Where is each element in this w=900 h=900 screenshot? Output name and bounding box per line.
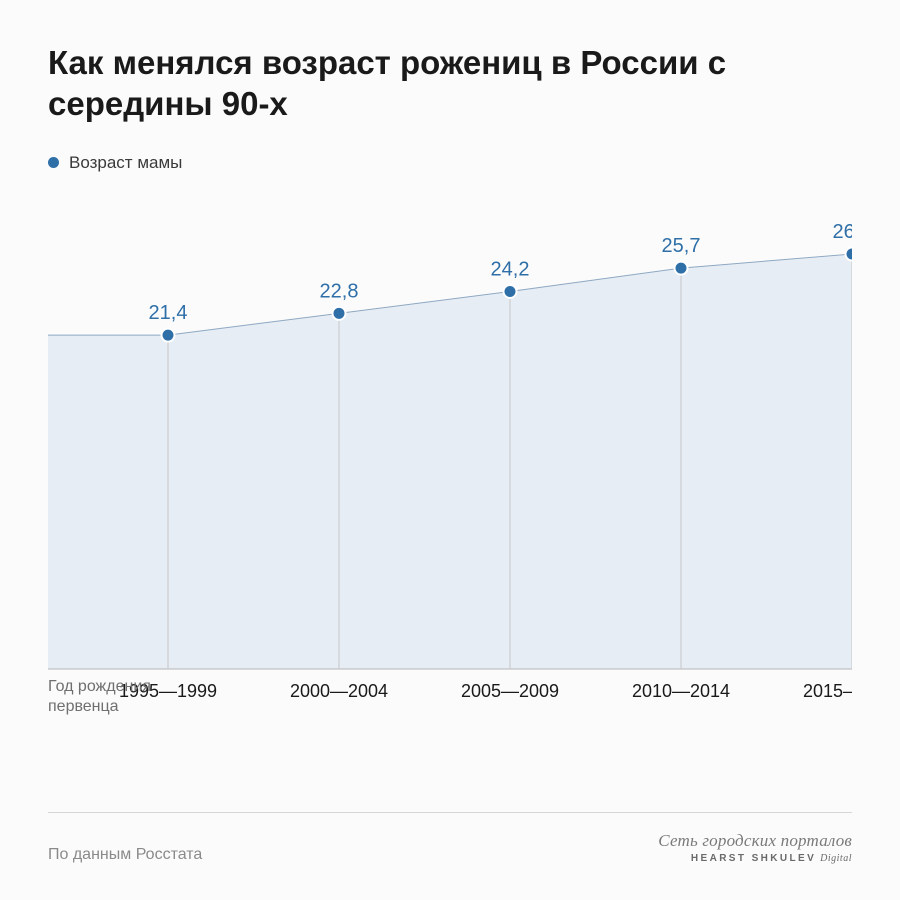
brand-bottom-line: HEARST SHKULEV Digital: [658, 853, 852, 864]
age-chart: 21,41995—199922,82000—200424,22005—20092…: [48, 191, 852, 736]
svg-text:2005—2009: 2005—2009: [461, 681, 559, 701]
chart-area: 21,41995—199922,82000—200424,22005—20092…: [48, 191, 852, 736]
infographic-container: Как менялся возраст рожениц в России с с…: [0, 0, 900, 900]
svg-text:25,7: 25,7: [662, 235, 701, 257]
svg-text:2010—2014: 2010—2014: [632, 681, 730, 701]
brand: Сеть городских порталов HEARST SHKULEV Di…: [658, 831, 852, 864]
brand-top-line: Сеть городских порталов: [658, 831, 852, 851]
brand-suffix: Digital: [820, 853, 852, 864]
svg-text:Год рождения: Год рождения: [48, 678, 151, 695]
legend-dot-icon: [48, 157, 59, 168]
legend-label: Возраст мамы: [69, 153, 182, 173]
svg-text:21,4: 21,4: [149, 302, 188, 324]
svg-text:24,2: 24,2: [491, 258, 530, 280]
chart-title: Как менялся возраст рожениц в России с с…: [48, 42, 852, 125]
svg-text:26,6: 26,6: [833, 221, 852, 243]
chart-legend: Возраст мамы: [48, 153, 852, 173]
svg-text:2000—2004: 2000—2004: [290, 681, 388, 701]
svg-text:22,8: 22,8: [320, 280, 359, 302]
svg-text:первенца: первенца: [48, 698, 119, 715]
svg-text:2015—2017: 2015—2017: [803, 681, 852, 701]
brand-name: HEARST SHKULEV: [691, 853, 816, 864]
source-text: По данным Росстата: [48, 846, 202, 864]
footer: По данным Росстата Сеть городских портал…: [48, 812, 852, 864]
